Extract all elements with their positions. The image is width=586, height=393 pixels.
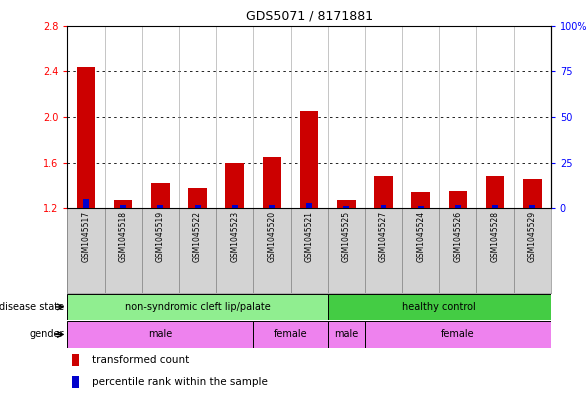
Text: healthy control: healthy control: [403, 302, 476, 312]
Text: male: male: [148, 329, 172, 340]
Bar: [269, 205, 275, 208]
Bar: [300, 111, 318, 208]
Bar: [195, 205, 200, 208]
Text: disease state: disease state: [0, 302, 64, 312]
Title: GDS5071 / 8171881: GDS5071 / 8171881: [246, 10, 373, 23]
Bar: [114, 200, 132, 208]
Text: GSM1045520: GSM1045520: [267, 211, 277, 262]
Bar: [67, 321, 253, 348]
Text: GSM1045525: GSM1045525: [342, 211, 351, 262]
Bar: [486, 176, 505, 208]
Text: GSM1045523: GSM1045523: [230, 211, 239, 262]
Bar: [455, 205, 461, 208]
Bar: [448, 191, 467, 208]
Bar: [374, 176, 393, 208]
Bar: [365, 321, 551, 348]
Bar: [492, 205, 498, 208]
Bar: [328, 294, 551, 320]
Text: percentile rank within the sample: percentile rank within the sample: [91, 377, 267, 387]
Text: GSM1045521: GSM1045521: [305, 211, 314, 262]
Bar: [77, 67, 96, 208]
Bar: [158, 205, 163, 208]
Bar: [151, 183, 170, 208]
Bar: [306, 203, 312, 208]
Bar: [232, 205, 238, 208]
Bar: [411, 192, 430, 208]
Bar: [418, 206, 424, 208]
Text: female: female: [441, 329, 475, 340]
Bar: [337, 200, 356, 208]
Text: GSM1045519: GSM1045519: [156, 211, 165, 262]
Bar: [328, 321, 365, 348]
Bar: [104, 208, 142, 293]
Bar: [291, 208, 328, 293]
Text: non-syndromic cleft lip/palate: non-syndromic cleft lip/palate: [125, 302, 270, 312]
Bar: [179, 208, 216, 293]
Bar: [188, 188, 207, 208]
Text: GSM1045527: GSM1045527: [379, 211, 388, 262]
Bar: [216, 208, 253, 293]
Text: female: female: [274, 329, 307, 340]
Bar: [402, 208, 440, 293]
Text: GSM1045524: GSM1045524: [416, 211, 425, 262]
Bar: [380, 205, 387, 208]
Bar: [476, 208, 514, 293]
Bar: [120, 205, 126, 208]
Text: GSM1045518: GSM1045518: [119, 211, 128, 262]
Bar: [67, 294, 328, 320]
Bar: [226, 163, 244, 208]
Bar: [83, 199, 89, 208]
Text: transformed count: transformed count: [91, 355, 189, 365]
Bar: [72, 354, 79, 366]
Bar: [67, 208, 104, 293]
Bar: [72, 376, 79, 388]
Text: GSM1045528: GSM1045528: [490, 211, 499, 262]
Text: gender: gender: [30, 329, 64, 340]
Bar: [365, 208, 402, 293]
Text: GSM1045517: GSM1045517: [81, 211, 90, 262]
Text: GSM1045526: GSM1045526: [454, 211, 462, 262]
Bar: [253, 208, 291, 293]
Text: male: male: [334, 329, 359, 340]
Bar: [263, 157, 281, 208]
Bar: [343, 206, 349, 208]
Bar: [440, 208, 476, 293]
Bar: [142, 208, 179, 293]
Bar: [253, 321, 328, 348]
Bar: [529, 205, 535, 208]
Bar: [514, 208, 551, 293]
Text: GSM1045529: GSM1045529: [528, 211, 537, 262]
Bar: [523, 178, 541, 208]
Bar: [328, 208, 365, 293]
Text: GSM1045522: GSM1045522: [193, 211, 202, 262]
